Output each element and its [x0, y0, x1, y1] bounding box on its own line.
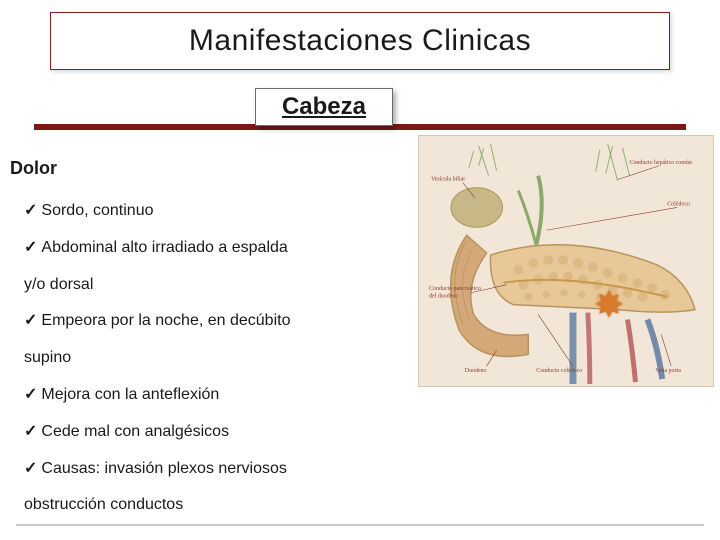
list-item-text: Empeora por la noche, en decúbito	[41, 303, 430, 340]
subtitle-text: Cabeza	[282, 93, 366, 121]
anatomy-figure: Vesícula biliar Conducto hepático común …	[418, 135, 714, 387]
bullet-list: ✓Sordo, continuo✓Abdominal alto irradiad…	[10, 193, 430, 524]
anatomy-label: Vesícula biliar	[431, 177, 465, 183]
highlight-star-icon: ✸	[594, 284, 624, 326]
footer-divider	[16, 524, 704, 526]
list-item: ✓Abdominal alto irradiado a espalda	[10, 230, 430, 267]
anatomy-label: Conducto colédoco	[536, 368, 582, 374]
anatomy-label: Conducto hepático común	[629, 160, 691, 166]
subtitle-box: Cabeza	[255, 88, 393, 126]
section-heading: Dolor	[10, 158, 430, 179]
list-item-continuation: obstrucción conductos	[24, 487, 430, 524]
subtitle-region: Cabeza	[0, 88, 720, 130]
anatomy-label: Vena porta	[655, 368, 681, 374]
anatomy-svg: Vesícula biliar Conducto hepático común …	[419, 136, 713, 386]
slide-title-box: Manifestaciones Clinicas	[50, 12, 670, 70]
list-item: ✓Cede mal con analgésicos	[10, 414, 430, 451]
check-icon: ✓	[24, 451, 37, 488]
list-item-continuation: y/o dorsal	[24, 267, 430, 304]
slide-title: Manifestaciones Clinicas	[189, 24, 531, 58]
anatomy-label: del duodeno	[429, 294, 458, 300]
list-item: ✓Sordo, continuo	[10, 193, 430, 230]
list-item-text: Abdominal alto irradiado a espalda	[41, 230, 430, 267]
check-icon: ✓	[24, 193, 37, 230]
list-item-continuation: supino	[24, 340, 430, 377]
list-item-text: Cede mal con analgésicos	[41, 414, 430, 451]
list-item-text: Mejora con la anteflexión	[41, 377, 430, 414]
list-item: ✓Mejora con la anteflexión	[10, 377, 430, 414]
check-icon: ✓	[24, 377, 37, 414]
content-column: Dolor ✓Sordo, continuo✓Abdominal alto ir…	[10, 158, 430, 524]
list-item-text: Sordo, continuo	[41, 193, 430, 230]
check-icon: ✓	[24, 230, 37, 267]
list-item-text: Causas: invasión plexos nerviosos	[41, 451, 430, 488]
list-item: ✓Empeora por la noche, en decúbito	[10, 303, 430, 340]
anatomy-label: Duodeno	[465, 368, 487, 374]
check-icon: ✓	[24, 414, 37, 451]
anatomy-label: Colédoco	[667, 201, 690, 207]
anatomy-label: Conducto pancreático	[429, 286, 481, 292]
list-item: ✓Causas: invasión plexos nerviosos	[10, 451, 430, 488]
check-icon: ✓	[24, 303, 37, 340]
